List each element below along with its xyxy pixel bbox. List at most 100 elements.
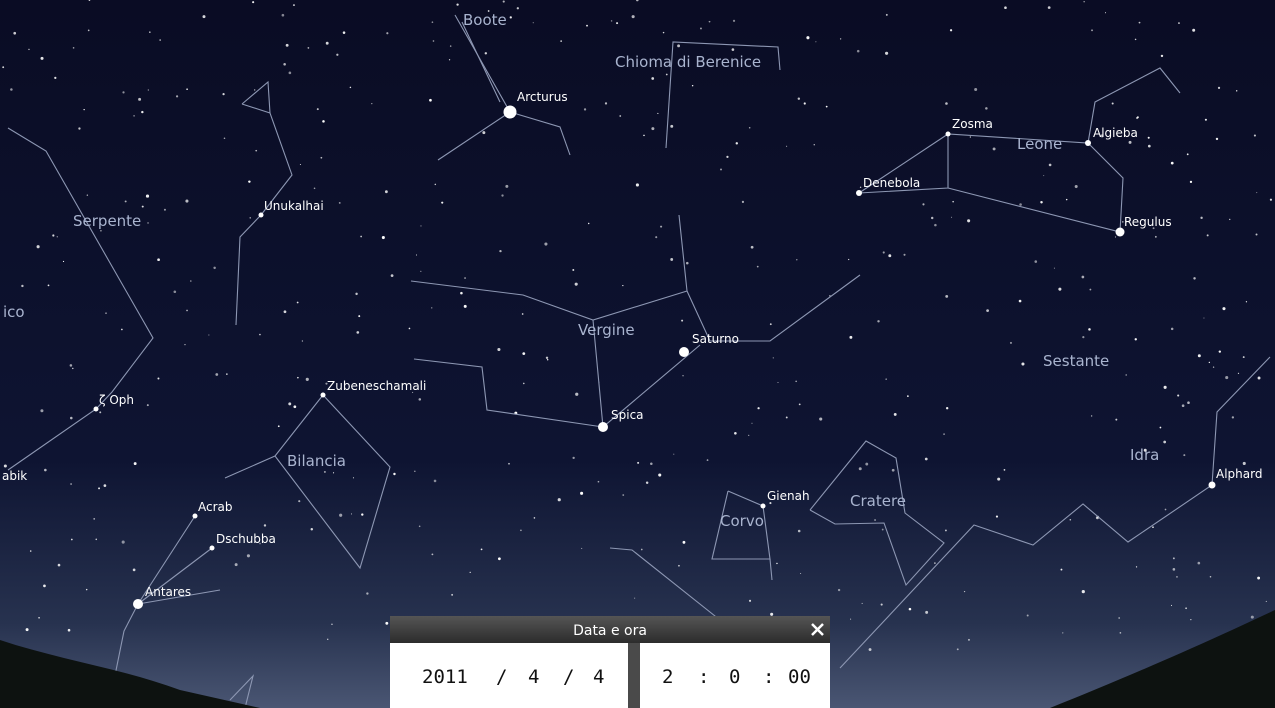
hour-field[interactable]: 2	[662, 666, 673, 688]
minute-field[interactable]: 0	[729, 666, 740, 688]
star	[588, 223, 589, 224]
star	[1185, 607, 1187, 609]
star	[770, 613, 773, 616]
star	[1222, 307, 1225, 310]
star	[142, 206, 144, 208]
star	[464, 305, 467, 308]
star	[877, 320, 879, 322]
star	[72, 368, 73, 369]
star	[339, 514, 342, 517]
star	[450, 45, 451, 46]
star	[776, 563, 777, 564]
star	[732, 48, 735, 51]
star	[503, 0, 505, 2]
star-dot	[210, 546, 215, 551]
star	[1182, 404, 1185, 407]
star	[522, 352, 525, 355]
star	[974, 88, 977, 91]
year-field[interactable]: 2011	[422, 666, 468, 688]
star	[1270, 199, 1272, 201]
star	[572, 269, 574, 271]
star	[1160, 427, 1162, 429]
star	[1135, 338, 1137, 340]
day-field[interactable]: 4	[593, 666, 604, 688]
star	[147, 404, 149, 406]
star	[99, 411, 101, 413]
star	[456, 3, 458, 5]
star-label: Acrab	[198, 500, 233, 514]
star	[327, 639, 328, 640]
star	[857, 50, 860, 53]
star-label: abik	[2, 469, 27, 483]
star	[517, 7, 519, 9]
star	[950, 29, 952, 31]
star	[356, 331, 359, 334]
star	[1243, 356, 1245, 358]
star-dot	[133, 599, 143, 609]
star	[1173, 568, 1176, 571]
star	[1207, 234, 1209, 236]
star	[881, 604, 883, 606]
star	[1183, 454, 1185, 456]
star	[1004, 469, 1006, 471]
star	[386, 32, 388, 34]
star	[320, 157, 322, 159]
star	[757, 407, 759, 409]
star	[770, 323, 772, 325]
star-dot	[598, 422, 608, 432]
star	[1254, 134, 1256, 136]
star	[748, 435, 749, 436]
constellation-label: Corvo	[720, 512, 764, 530]
star	[777, 382, 778, 383]
star	[460, 292, 463, 295]
star	[1171, 162, 1174, 165]
star	[391, 274, 394, 277]
star	[1210, 576, 1212, 578]
star	[1019, 203, 1022, 206]
star	[1251, 616, 1254, 619]
star	[409, 328, 411, 330]
star	[819, 417, 822, 420]
star	[324, 471, 326, 473]
star	[1213, 366, 1214, 367]
star	[1209, 362, 1210, 363]
star	[449, 59, 450, 60]
star	[1148, 145, 1151, 148]
star	[598, 481, 600, 483]
star	[666, 74, 668, 76]
star	[282, 14, 285, 17]
star	[859, 467, 862, 470]
star	[10, 88, 13, 91]
star	[1040, 201, 1042, 203]
star	[147, 222, 148, 223]
star	[224, 137, 226, 139]
star	[382, 236, 385, 239]
star	[1148, 137, 1150, 139]
star	[52, 234, 54, 236]
star	[1027, 615, 1029, 617]
star	[1083, 1, 1084, 2]
star	[1129, 141, 1132, 144]
star	[1161, 55, 1163, 57]
date-separator: /	[563, 666, 574, 688]
star-label: Saturno	[692, 332, 739, 346]
star	[366, 592, 368, 594]
star	[190, 280, 192, 282]
star	[751, 423, 752, 424]
star	[485, 52, 487, 54]
star	[637, 462, 639, 464]
second-field[interactable]: 00	[788, 666, 811, 688]
star	[1187, 401, 1190, 404]
star	[247, 554, 250, 557]
star	[931, 217, 933, 219]
star	[1171, 605, 1172, 606]
star	[149, 31, 151, 33]
star	[634, 598, 635, 599]
star	[1062, 632, 1063, 633]
star	[544, 242, 547, 245]
star	[213, 267, 215, 269]
month-field[interactable]: 4	[528, 666, 539, 688]
star	[1200, 217, 1202, 219]
star-dot	[193, 514, 198, 519]
star	[68, 629, 71, 632]
